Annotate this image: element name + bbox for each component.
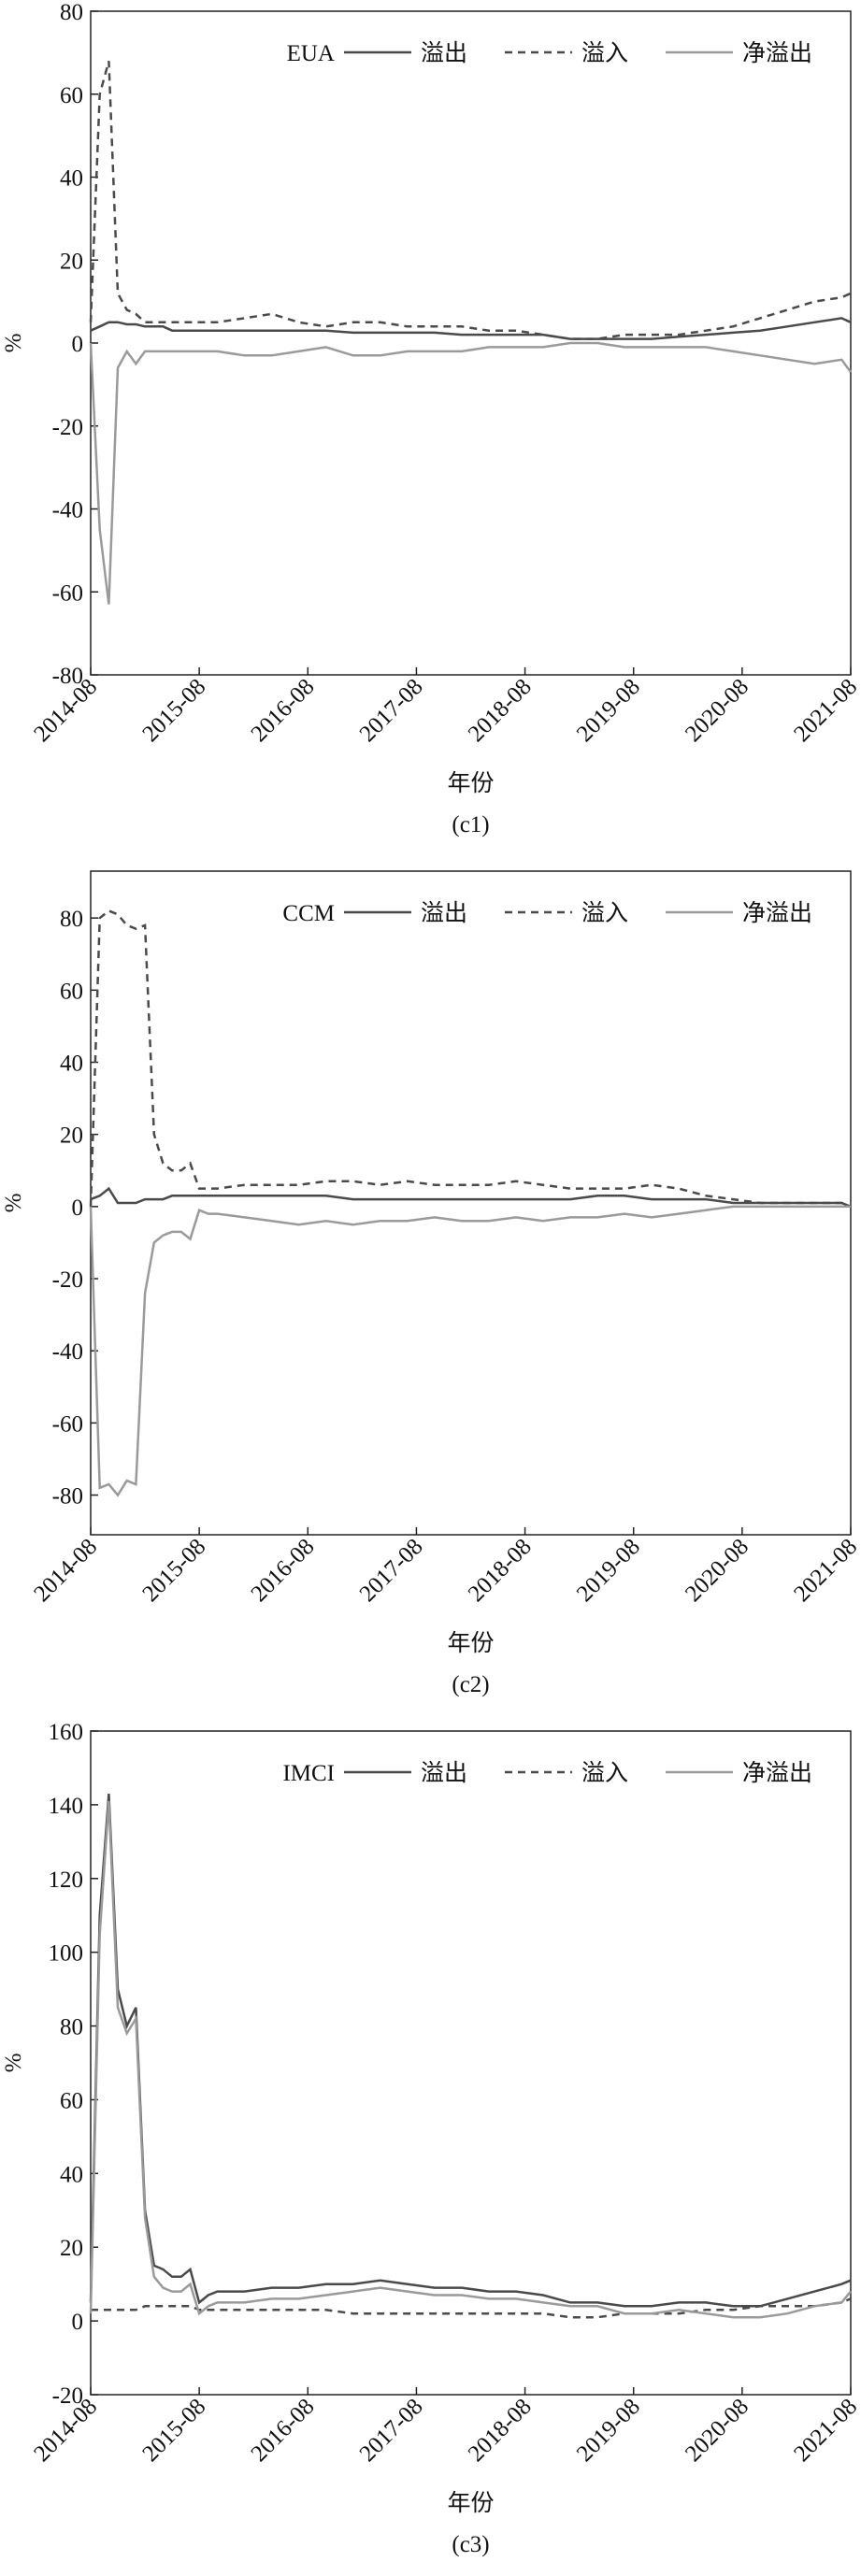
- x-tick-label: 2017-08: [355, 674, 428, 747]
- x-tick-label: 2019-08: [572, 2394, 645, 2467]
- y-tick-label: 0: [72, 2310, 84, 2335]
- y-tick-label: -20: [52, 2383, 83, 2409]
- legend-label: 溢入: [581, 1760, 628, 1786]
- caption: (c3): [452, 2532, 489, 2557]
- x-tick-label: 2016-08: [247, 674, 320, 747]
- y-axis-label: %: [1, 1194, 26, 1213]
- legend: CCM 溢出 溢入 净溢出: [282, 900, 812, 926]
- legend-label: 溢出: [421, 900, 467, 926]
- y-tick-label: 40: [60, 1052, 83, 1077]
- x-tick-label: 2014-08: [29, 1534, 102, 1607]
- x-tick-label: 2015-08: [137, 674, 210, 747]
- x-tick-label: 2015-08: [137, 1534, 210, 1607]
- x-tick-label: 2015-08: [137, 2394, 210, 2467]
- y-axis-label: %: [1, 2054, 26, 2073]
- x-tick-label: 2018-08: [464, 674, 537, 747]
- legend-label: 溢入: [581, 900, 628, 926]
- legend: EUA 溢出 溢入 净溢出: [287, 40, 812, 66]
- legend-title: EUA: [287, 41, 335, 66]
- series-line: [89, 909, 852, 1209]
- x-axis-label: 年份: [447, 2490, 494, 2516]
- y-tick-label: 60: [60, 979, 83, 1004]
- legend-label: 溢出: [421, 40, 467, 66]
- y-tick-label: -80: [52, 664, 83, 689]
- x-axis-label: 年份: [447, 770, 494, 796]
- series-line: [90, 1186, 852, 1209]
- y-tick-label: 0: [72, 1195, 84, 1221]
- y-tick-label: -60: [52, 1411, 83, 1437]
- x-tick-label: 2017-08: [355, 1534, 428, 1607]
- series-line: [89, 60, 852, 340]
- legend-title: CCM: [282, 901, 335, 926]
- x-tick-label: 2020-08: [681, 674, 753, 747]
- y-tick-label: 60: [60, 83, 83, 108]
- series-line: [89, 1205, 851, 1497]
- x-tick-label: 2016-08: [247, 2394, 320, 2467]
- y-tick-label: 80: [60, 2015, 83, 2040]
- legend-title: IMCI: [282, 1761, 335, 1786]
- y-tick-label: 60: [60, 2088, 83, 2113]
- y-tick-label: 80: [60, 0, 83, 25]
- y-tick-label: 40: [60, 166, 83, 192]
- legend: IMCI 溢出 溢入 净溢出: [282, 1760, 812, 1786]
- y-tick-label: 120: [49, 1868, 84, 1893]
- legend-label: 溢出: [421, 1760, 467, 1786]
- y-tick-label: -60: [52, 580, 83, 606]
- legend-label: 净溢出: [742, 1760, 812, 1786]
- series-line: [89, 1800, 852, 2319]
- y-tick-label: 20: [60, 249, 83, 274]
- y-tick-label: 40: [60, 2162, 83, 2187]
- plot-frame: [90, 1730, 852, 2396]
- series-line: [91, 2297, 852, 2319]
- y-tick-label: 100: [49, 1941, 84, 1967]
- y-tick-label: -80: [52, 1484, 83, 1510]
- x-tick-label: 2021-08: [789, 674, 861, 747]
- y-tick-label: 20: [60, 1123, 83, 1149]
- y-tick-label: 0: [72, 332, 84, 357]
- legend-label: 净溢出: [742, 40, 812, 66]
- x-tick-label: 2018-08: [464, 2394, 537, 2467]
- series-line: [90, 317, 852, 340]
- y-tick-label: -40: [52, 1339, 83, 1365]
- y-tick-label: -20: [52, 415, 83, 440]
- y-tick-label: -40: [52, 498, 83, 523]
- y-tick-label: 140: [49, 1794, 84, 1819]
- x-tick-label: 2020-08: [681, 2394, 753, 2467]
- y-tick-label: 80: [60, 907, 83, 932]
- x-tick-label: 2018-08: [464, 1534, 537, 1607]
- caption: (c1): [452, 812, 489, 837]
- legend-label: 净溢出: [742, 900, 812, 926]
- x-tick-label: 2021-08: [789, 1534, 861, 1607]
- legend-label: 溢入: [581, 40, 628, 66]
- caption: (c2): [452, 1672, 489, 1697]
- x-axis-label: 年份: [447, 1630, 494, 1656]
- plot-frame: [90, 10, 852, 676]
- y-tick-label: -20: [52, 1267, 83, 1293]
- x-tick-label: 2017-08: [355, 2394, 428, 2467]
- chart: -80 -60 -40 -20 0 20 40 60 80 2014-08 2015-08 2016-…: [1, 870, 861, 1697]
- x-tick-label: 2016-08: [247, 1534, 320, 1607]
- x-tick-label: 2019-08: [572, 674, 645, 747]
- series-line: [89, 341, 853, 605]
- y-tick-label: 160: [49, 1720, 84, 1745]
- x-tick-label: 2021-08: [789, 2394, 861, 2467]
- x-tick-label: 2019-08: [572, 1534, 645, 1607]
- y-tick-label: 20: [60, 2236, 83, 2261]
- series-line: [89, 1794, 852, 2308]
- y-axis-label: %: [1, 334, 26, 353]
- x-tick-label: 2020-08: [681, 1534, 753, 1607]
